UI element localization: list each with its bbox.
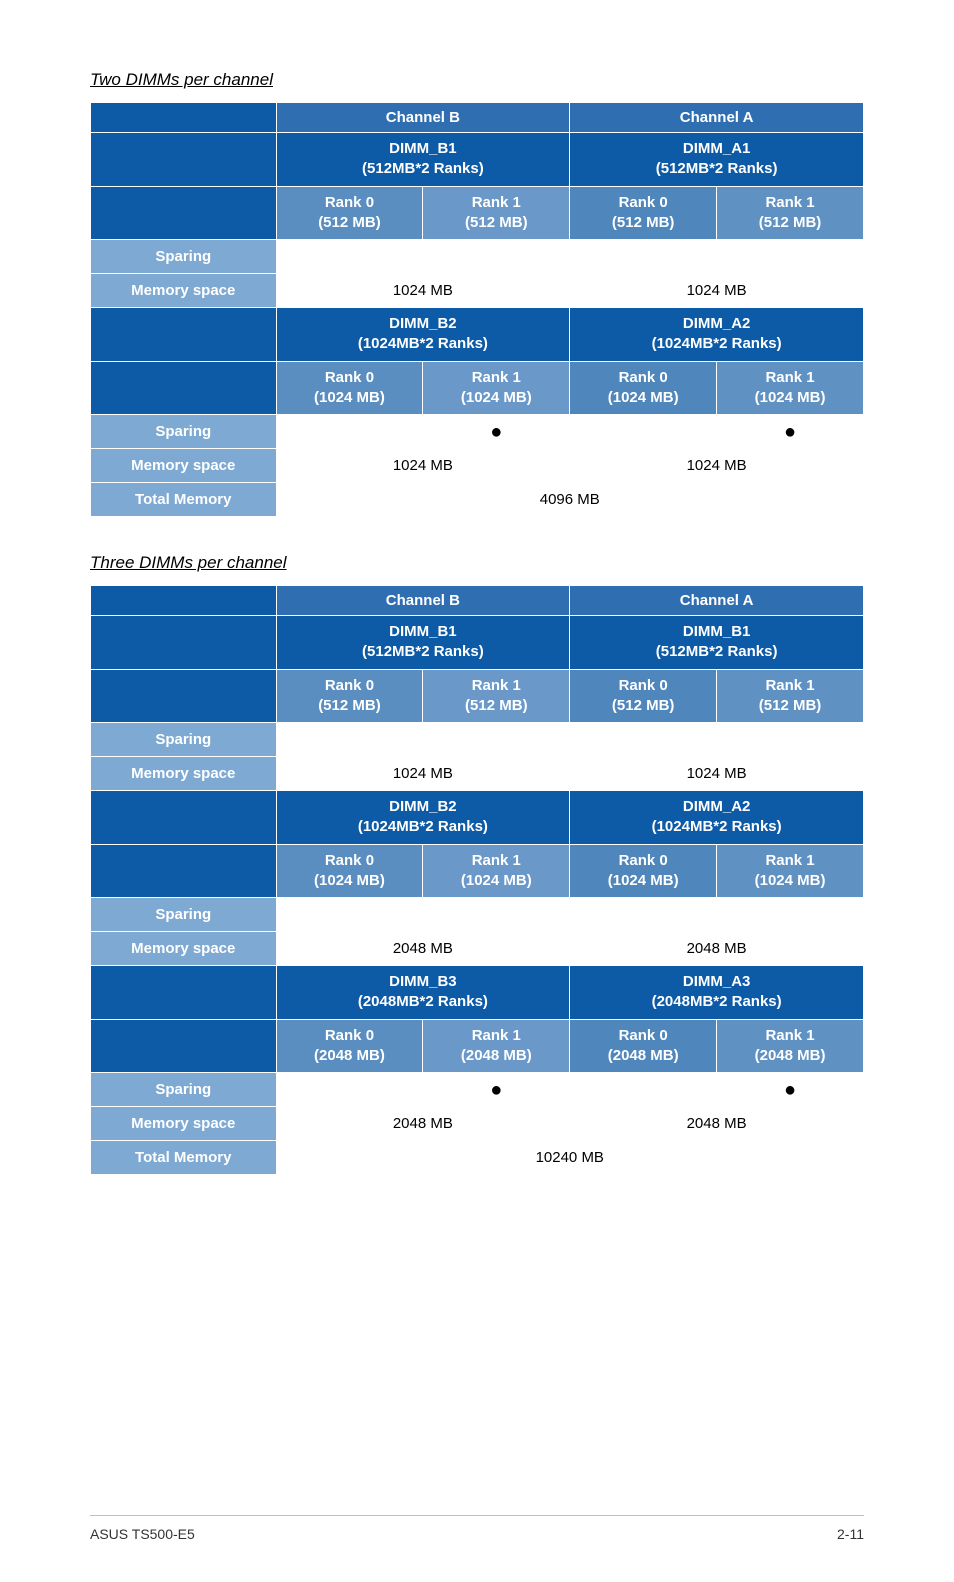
sparing-label: Sparing (91, 898, 277, 932)
memory-value: 2048 MB (570, 932, 864, 966)
rank-cell: Rank 1(2048 MB) (717, 1019, 864, 1073)
dimm-a2-header: DIMM_A2(1024MB*2 Ranks) (570, 308, 864, 362)
sparing-dot-icon: ● (423, 415, 570, 449)
rank-cell: Rank 0(1024 MB) (276, 361, 423, 415)
rank-cell: Rank 0(512 MB) (570, 186, 717, 240)
rank-cell: Rank 1(512 MB) (423, 186, 570, 240)
sparing-dot-icon: ● (717, 415, 864, 449)
channel-b-header: Channel B (276, 586, 570, 616)
sparing-label: Sparing (91, 415, 277, 449)
rank-cell: Rank 1(512 MB) (717, 186, 864, 240)
memory-value: 2048 MB (276, 1107, 570, 1141)
sparing-dot-icon: ● (423, 1073, 570, 1107)
memory-space-label: Memory space (91, 449, 277, 483)
memory-space-label: Memory space (91, 932, 277, 966)
total-memory-label: Total Memory (91, 483, 277, 517)
total-memory-value: 10240 MB (276, 1141, 863, 1175)
rank-cell: Rank 1(512 MB) (423, 669, 570, 723)
rank-cell: Rank 0(512 MB) (276, 186, 423, 240)
rank-cell: Rank 0(512 MB) (276, 669, 423, 723)
channel-a-header: Channel A (570, 103, 864, 133)
memory-value: 1024 MB (276, 757, 570, 791)
memory-space-label: Memory space (91, 757, 277, 791)
rank-cell: Rank 0(1024 MB) (570, 844, 717, 898)
sparing-label: Sparing (91, 723, 277, 757)
channel-a-header: Channel A (570, 586, 864, 616)
rank-cell: Rank 0(1024 MB) (570, 361, 717, 415)
sparing-dot-icon: ● (717, 1073, 864, 1107)
footer-product: ASUS TS500-E5 (90, 1526, 195, 1542)
sparing-label: Sparing (91, 1073, 277, 1107)
dimm-a1-header: DIMM_A1(512MB*2 Ranks) (570, 133, 864, 187)
memory-value: 1024 MB (276, 449, 570, 483)
memory-value: 1024 MB (570, 757, 864, 791)
rank-cell: Rank 1(512 MB) (717, 669, 864, 723)
table-three-dimms: Channel B Channel A DIMM_B1(512MB*2 Rank… (90, 585, 864, 1175)
memory-value: 2048 MB (276, 932, 570, 966)
dimm-a1-header: DIMM_B1(512MB*2 Ranks) (570, 616, 864, 670)
section-title-two-dimms: Two DIMMs per channel (90, 70, 864, 90)
dimm-b3-header: DIMM_B3(2048MB*2 Ranks) (276, 966, 570, 1020)
rank-cell: Rank 1(1024 MB) (423, 844, 570, 898)
dimm-b2-header: DIMM_B2(1024MB*2 Ranks) (276, 308, 570, 362)
table-two-dimms: Channel B Channel A DIMM_B1(512MB*2 Rank… (90, 102, 864, 517)
dimm-b1-header: DIMM_B1(512MB*2 Ranks) (276, 133, 570, 187)
sparing-label: Sparing (91, 240, 277, 274)
rank-cell: Rank 1(1024 MB) (717, 844, 864, 898)
total-memory-label: Total Memory (91, 1141, 277, 1175)
dimm-a3-header: DIMM_A3(2048MB*2 Ranks) (570, 966, 864, 1020)
memory-space-label: Memory space (91, 1107, 277, 1141)
rank-cell: Rank 0(2048 MB) (570, 1019, 717, 1073)
memory-value: 1024 MB (570, 449, 864, 483)
rank-cell: Rank 1(1024 MB) (717, 361, 864, 415)
memory-space-label: Memory space (91, 274, 277, 308)
memory-value: 1024 MB (570, 274, 864, 308)
memory-value: 2048 MB (570, 1107, 864, 1141)
footer-page-number: 2-11 (837, 1526, 864, 1542)
rank-cell: Rank 0(2048 MB) (276, 1019, 423, 1073)
page-footer: ASUS TS500-E5 2-11 (90, 1515, 864, 1542)
rank-cell: Rank 1(2048 MB) (423, 1019, 570, 1073)
dimm-b1-header: DIMM_B1(512MB*2 Ranks) (276, 616, 570, 670)
channel-b-header: Channel B (276, 103, 570, 133)
dimm-a2-header: DIMM_A2(1024MB*2 Ranks) (570, 791, 864, 845)
rank-cell: Rank 0(512 MB) (570, 669, 717, 723)
memory-value: 1024 MB (276, 274, 570, 308)
rank-cell: Rank 1(1024 MB) (423, 361, 570, 415)
rank-cell: Rank 0(1024 MB) (276, 844, 423, 898)
dimm-b2-header: DIMM_B2(1024MB*2 Ranks) (276, 791, 570, 845)
total-memory-value: 4096 MB (276, 483, 863, 517)
section-title-three-dimms: Three DIMMs per channel (90, 553, 864, 573)
